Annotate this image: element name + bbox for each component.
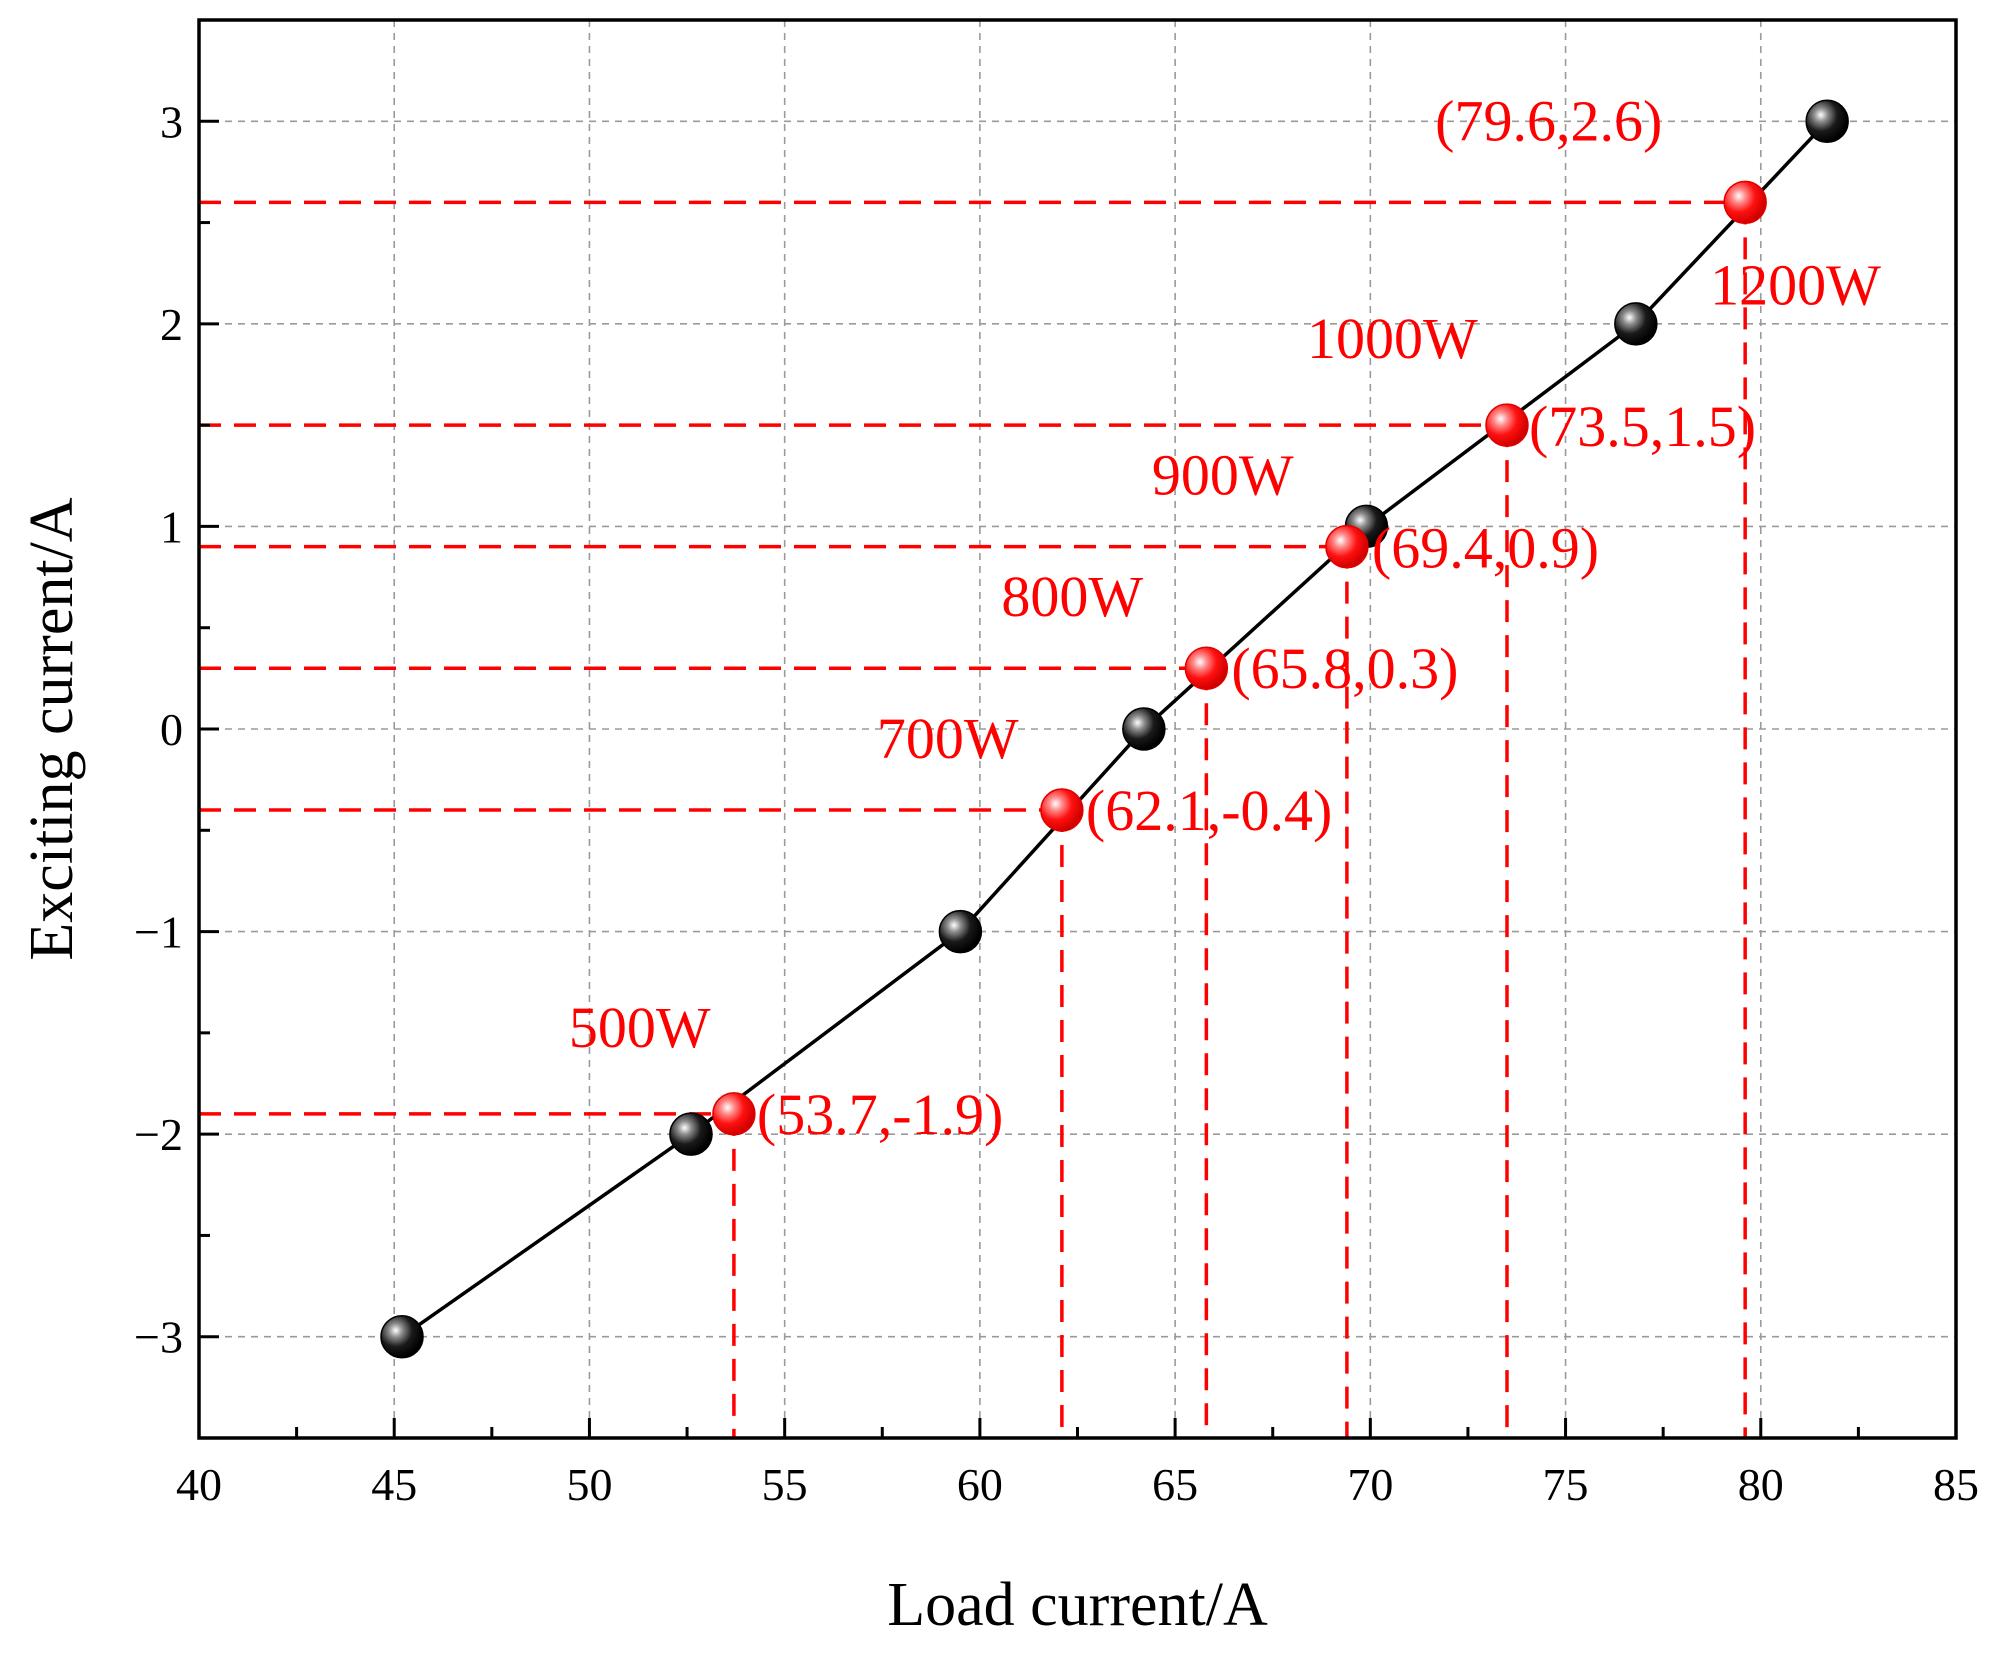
x-tick-label: 75	[1543, 1459, 1589, 1510]
coord-label-1000W: (73.5,1.5)	[1529, 394, 1756, 459]
power-label-700W: 700W	[877, 706, 1019, 771]
y-tick-label: −3	[134, 1312, 183, 1363]
coord-label-800W: (65.8,0.3)	[1231, 636, 1458, 701]
x-tick-label: 55	[762, 1459, 808, 1510]
coord-label-700W: (62.1,-0.4)	[1086, 778, 1332, 843]
x-tick-label: 60	[957, 1459, 1003, 1510]
operating-point-1200W	[1723, 180, 1767, 225]
labels-layer: 500W (53.7,-1.9) 700W (62.1,-0.4) 800W (65.8,…	[569, 88, 1881, 1147]
axes-layer: 40 45 50 55 60 65 70 75 80 85 −3 −2 −1 0 1 2 3 Load curre…	[18, 18, 1979, 1639]
operating-point-1000W	[1485, 403, 1529, 447]
y-tick-label: 3	[160, 96, 183, 147]
operating-point-900W	[1325, 524, 1369, 569]
power-label-800W: 800W	[1001, 564, 1143, 629]
operating-point-800W	[1184, 646, 1229, 690]
data-point-black	[938, 909, 983, 954]
y-axis-title: Exciting current/A	[18, 497, 86, 960]
coord-label-1200W: (79.6,2.6)	[1435, 88, 1662, 153]
y-tick-label: −1	[134, 907, 183, 958]
power-label-500W: 500W	[569, 995, 711, 1060]
x-tick-label: 40	[176, 1459, 222, 1510]
y-tick-label: 1	[160, 501, 183, 552]
x-tick-label: 65	[1152, 1459, 1198, 1510]
y-tick-label: −2	[134, 1109, 183, 1160]
operating-point-700W	[1040, 788, 1084, 832]
x-tick-label: 85	[1933, 1459, 1979, 1510]
guide-lines-layer	[199, 200, 1747, 1438]
x-tick-label: 50	[566, 1459, 612, 1510]
data-point-black	[1614, 302, 1658, 346]
operating-point-500W	[712, 1092, 756, 1136]
x-tick-label: 45	[371, 1459, 417, 1510]
coord-label-900W: (69.4,0.9)	[1372, 516, 1599, 581]
coord-label-500W: (53.7,-1.9)	[757, 1082, 1003, 1147]
x-axis-title: Load current/A	[887, 1571, 1268, 1639]
power-label-900W: 900W	[1152, 443, 1294, 508]
y-tick-label: 2	[160, 299, 183, 350]
y-tick-label: 0	[160, 704, 183, 755]
power-label-1200W: 1200W	[1710, 252, 1881, 317]
power-label-1000W: 1000W	[1307, 306, 1478, 371]
data-point-black	[669, 1112, 713, 1156]
data-point-black	[1122, 707, 1166, 751]
data-point-black	[1805, 99, 1849, 144]
markers-layer	[380, 99, 1849, 1359]
x-tick-label: 80	[1738, 1459, 1784, 1510]
x-tick-label: 70	[1347, 1459, 1393, 1510]
data-point-black	[380, 1314, 424, 1359]
grid-layer	[199, 20, 1956, 1438]
